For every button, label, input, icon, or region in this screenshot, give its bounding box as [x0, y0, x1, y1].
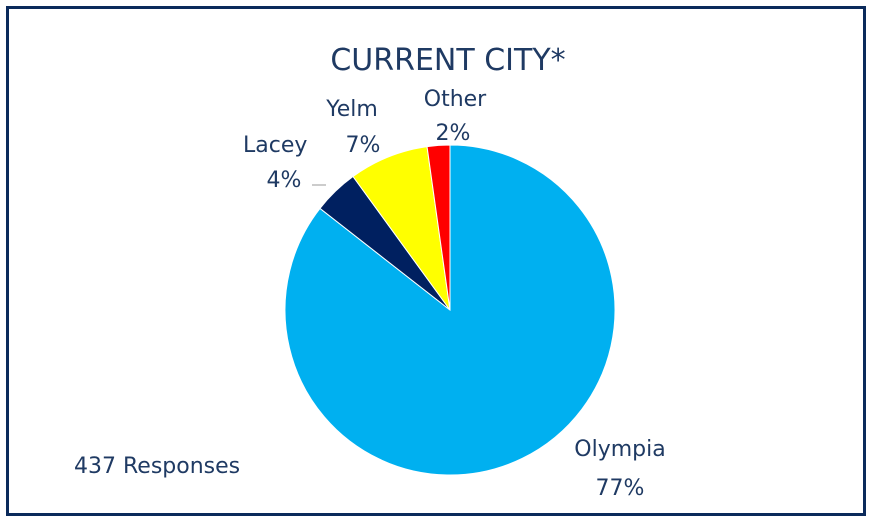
label-olympia-category: Olympia: [574, 437, 665, 462]
label-olympia-percent: 77%: [596, 476, 645, 501]
chart-title: CURRENT CITY*: [330, 43, 565, 78]
pie-slice-other: [426, 144, 451, 311]
label-other-percent: 2%: [436, 121, 471, 146]
label-other-category: Other: [424, 87, 487, 112]
pie-slice-olympia: [284, 144, 616, 476]
responses-annotation: 437 Responses: [74, 454, 240, 479]
pie-slices: [284, 144, 616, 476]
label-lacey-percent: 4%: [267, 168, 302, 193]
label-yelm-percent: 7%: [346, 133, 381, 158]
label-yelm-category: Yelm: [325, 97, 378, 122]
label-lacey-category: Lacey: [243, 133, 307, 158]
